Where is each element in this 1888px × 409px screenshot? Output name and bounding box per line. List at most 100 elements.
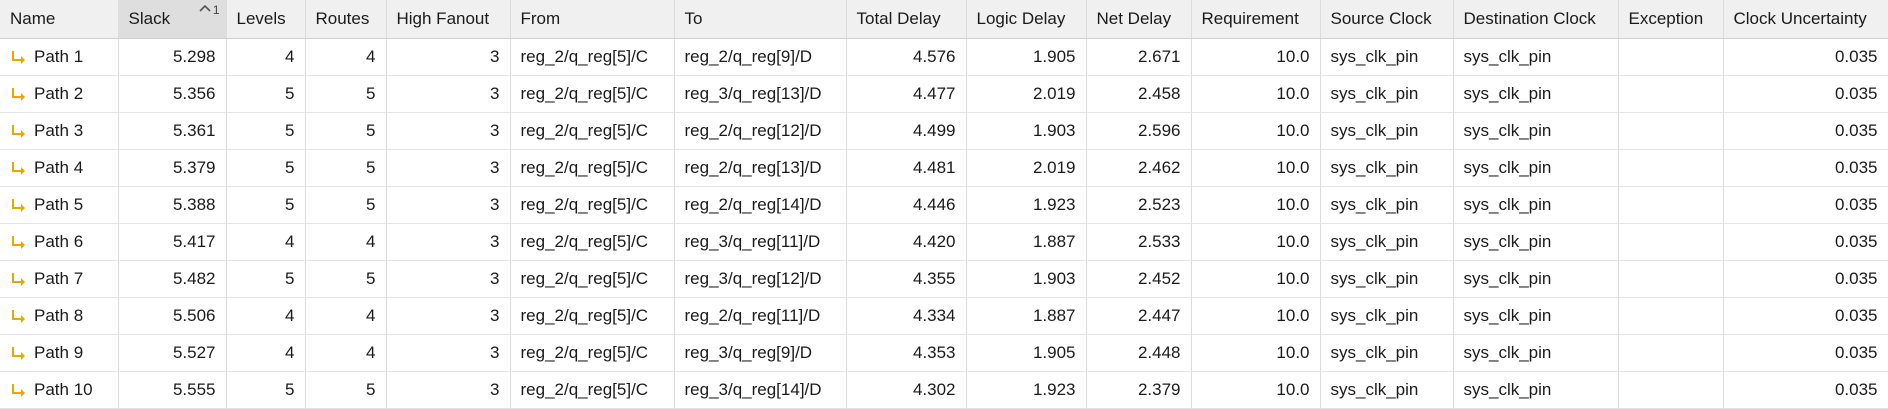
cell-clock-uncertainty: 0.035 [1723, 38, 1888, 76]
cell-levels: 4 [226, 297, 306, 335]
cell-source-clock: sys_clk_pin [1320, 38, 1454, 76]
cell-name: Path 4 [0, 149, 119, 187]
cell-net-delay: 2.448 [1086, 334, 1192, 372]
cell-levels: 5 [226, 186, 306, 224]
cell-from: reg_2/q_reg[5]/C [510, 260, 675, 298]
cell-from: reg_2/q_reg[5]/C [510, 334, 675, 372]
cell-total-delay: 4.446 [846, 186, 967, 224]
cell-logic-delay: 1.903 [966, 260, 1087, 298]
column-header-logic-delay[interactable]: Logic Delay [966, 0, 1087, 39]
path-name: Path 3 [34, 121, 84, 140]
cell-slack: 5.388 [118, 186, 227, 224]
cell-slack: 5.417 [118, 223, 227, 261]
cell-name: Path 9 [0, 334, 119, 372]
cell-exception [1618, 260, 1724, 298]
header-row: Name Slack 1 Levels Routes High Fanout F… [0, 0, 1888, 39]
cell-from: reg_2/q_reg[5]/C [510, 75, 675, 113]
column-header-source-clock[interactable]: Source Clock [1320, 0, 1454, 39]
cell-high-fanout: 3 [386, 223, 511, 261]
cell-to: reg_3/q_reg[14]/D [674, 371, 847, 409]
column-header-to[interactable]: To [674, 0, 847, 39]
cell-logic-delay: 1.903 [966, 112, 1087, 150]
table-row[interactable]: Path 2 5.356 5 5 3 reg_2/q_reg[5]/C reg_… [0, 75, 1888, 113]
cell-destination-clock: sys_clk_pin [1453, 149, 1619, 187]
cell-total-delay: 4.334 [846, 297, 967, 335]
path-name: Path 5 [34, 195, 84, 214]
cell-requirement: 10.0 [1191, 75, 1321, 113]
column-header-total-delay[interactable]: Total Delay [846, 0, 967, 39]
cell-from: reg_2/q_reg[5]/C [510, 149, 675, 187]
cell-requirement: 10.0 [1191, 149, 1321, 187]
column-header-clock-uncertainty[interactable]: Clock Uncertainty [1723, 0, 1888, 39]
cell-levels: 5 [226, 112, 306, 150]
cell-to: reg_2/q_reg[9]/D [674, 38, 847, 76]
cell-high-fanout: 3 [386, 371, 511, 409]
cell-destination-clock: sys_clk_pin [1453, 371, 1619, 409]
cell-to: reg_2/q_reg[14]/D [674, 186, 847, 224]
cell-name: Path 1 [0, 38, 119, 76]
table-row[interactable]: Path 6 5.417 4 4 3 reg_2/q_reg[5]/C reg_… [0, 223, 1888, 261]
cell-slack: 5.555 [118, 371, 227, 409]
caret-up-icon [199, 4, 211, 12]
table-row[interactable]: Path 3 5.361 5 5 3 reg_2/q_reg[5]/C reg_… [0, 112, 1888, 150]
cell-logic-delay: 2.019 [966, 75, 1087, 113]
cell-requirement: 10.0 [1191, 38, 1321, 76]
column-header-from[interactable]: From [510, 0, 675, 39]
cell-to: reg_2/q_reg[11]/D [674, 297, 847, 335]
cell-clock-uncertainty: 0.035 [1723, 223, 1888, 261]
cell-requirement: 10.0 [1191, 186, 1321, 224]
path-arrow-icon [12, 310, 25, 323]
cell-clock-uncertainty: 0.035 [1723, 186, 1888, 224]
table-row[interactable]: Path 4 5.379 5 5 3 reg_2/q_reg[5]/C reg_… [0, 149, 1888, 187]
cell-exception [1618, 371, 1724, 409]
column-header-exception[interactable]: Exception [1618, 0, 1724, 39]
cell-high-fanout: 3 [386, 297, 511, 335]
cell-levels: 4 [226, 38, 306, 76]
cell-to: reg_3/q_reg[13]/D [674, 75, 847, 113]
cell-name: Path 7 [0, 260, 119, 298]
column-header-name[interactable]: Name [0, 0, 119, 39]
table-row[interactable]: Path 7 5.482 5 5 3 reg_2/q_reg[5]/C reg_… [0, 260, 1888, 298]
path-name: Path 2 [34, 84, 84, 103]
cell-source-clock: sys_clk_pin [1320, 149, 1454, 187]
cell-destination-clock: sys_clk_pin [1453, 75, 1619, 113]
cell-clock-uncertainty: 0.035 [1723, 260, 1888, 298]
column-header-net-delay[interactable]: Net Delay [1086, 0, 1192, 39]
column-header-high-fanout[interactable]: High Fanout [386, 0, 511, 39]
cell-clock-uncertainty: 0.035 [1723, 334, 1888, 372]
column-header-destination-clock[interactable]: Destination Clock [1453, 0, 1619, 39]
cell-to: reg_3/q_reg[12]/D [674, 260, 847, 298]
cell-logic-delay: 1.923 [966, 371, 1087, 409]
cell-high-fanout: 3 [386, 75, 511, 113]
cell-levels: 5 [226, 75, 306, 113]
cell-high-fanout: 3 [386, 112, 511, 150]
column-header-routes[interactable]: Routes [305, 0, 387, 39]
cell-net-delay: 2.452 [1086, 260, 1192, 298]
cell-exception [1618, 223, 1724, 261]
column-header-requirement[interactable]: Requirement [1191, 0, 1321, 39]
path-name: Path 10 [34, 380, 93, 399]
cell-logic-delay: 1.905 [966, 38, 1087, 76]
cell-slack: 5.356 [118, 75, 227, 113]
table-row[interactable]: Path 1 5.298 4 4 3 reg_2/q_reg[5]/C reg_… [0, 38, 1888, 76]
cell-destination-clock: sys_clk_pin [1453, 260, 1619, 298]
table-row[interactable]: Path 8 5.506 4 4 3 reg_2/q_reg[5]/C reg_… [0, 297, 1888, 335]
table-row[interactable]: Path 9 5.527 4 4 3 reg_2/q_reg[5]/C reg_… [0, 334, 1888, 372]
cell-from: reg_2/q_reg[5]/C [510, 297, 675, 335]
cell-source-clock: sys_clk_pin [1320, 297, 1454, 335]
sort-priority: 1 [212, 3, 220, 17]
column-header-slack[interactable]: Slack 1 [118, 0, 227, 39]
cell-total-delay: 4.477 [846, 75, 967, 113]
cell-name: Path 3 [0, 112, 119, 150]
cell-net-delay: 2.462 [1086, 149, 1192, 187]
table-row[interactable]: Path 10 5.555 5 5 3 reg_2/q_reg[5]/C reg… [0, 371, 1888, 409]
cell-high-fanout: 3 [386, 334, 511, 372]
cell-source-clock: sys_clk_pin [1320, 371, 1454, 409]
column-header-levels[interactable]: Levels [226, 0, 306, 39]
cell-exception [1618, 297, 1724, 335]
path-name: Path 7 [34, 269, 84, 288]
table-row[interactable]: Path 5 5.388 5 5 3 reg_2/q_reg[5]/C reg_… [0, 186, 1888, 224]
cell-source-clock: sys_clk_pin [1320, 186, 1454, 224]
cell-routes: 5 [305, 75, 387, 113]
